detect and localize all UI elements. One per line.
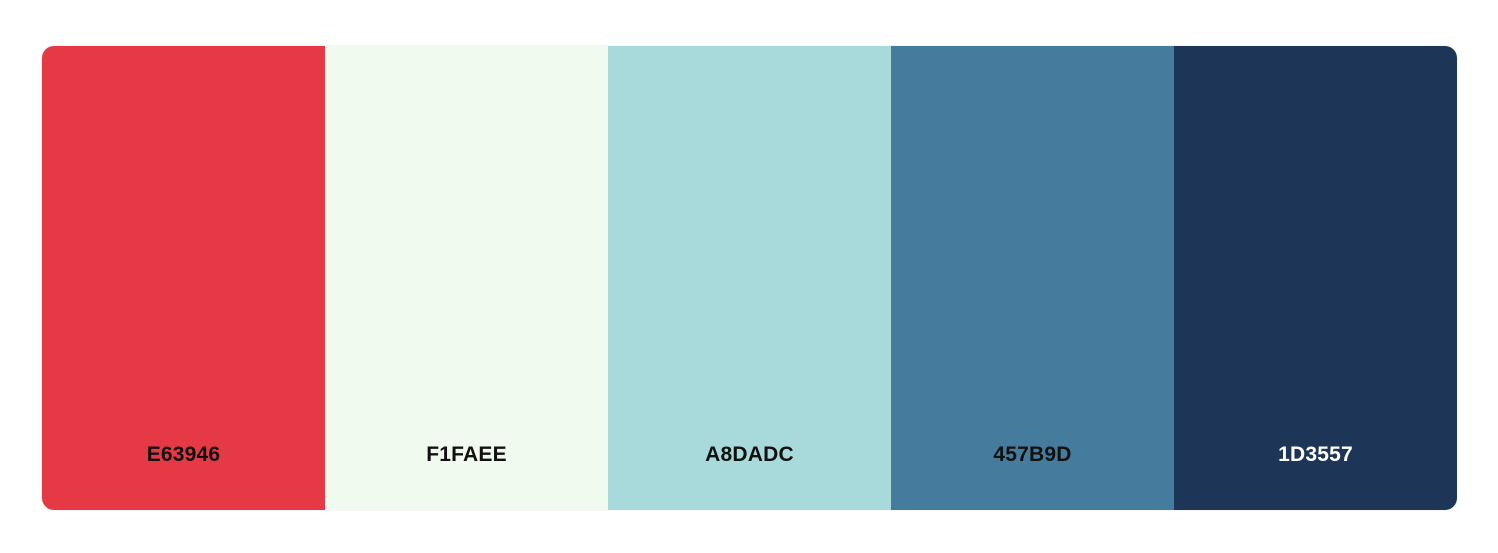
color-swatch-2[interactable]: F1FAEE — [325, 46, 608, 510]
color-swatch-4[interactable]: 457B9D — [891, 46, 1174, 510]
color-hex-label: 457B9D — [993, 443, 1072, 466]
color-hex-label: 1D3557 — [1278, 443, 1353, 466]
color-hex-label: E63946 — [146, 443, 221, 466]
color-hex-label: A8DADC — [705, 443, 794, 466]
color-swatch-5[interactable]: 1D3557 — [1174, 46, 1457, 510]
color-swatch-3[interactable]: A8DADC — [608, 46, 891, 510]
color-swatch-1[interactable]: E63946 — [42, 46, 325, 510]
color-hex-label: F1FAEE — [426, 443, 507, 466]
color-palette: E63946 F1FAEE A8DADC 457B9D 1D3557 — [42, 46, 1457, 510]
